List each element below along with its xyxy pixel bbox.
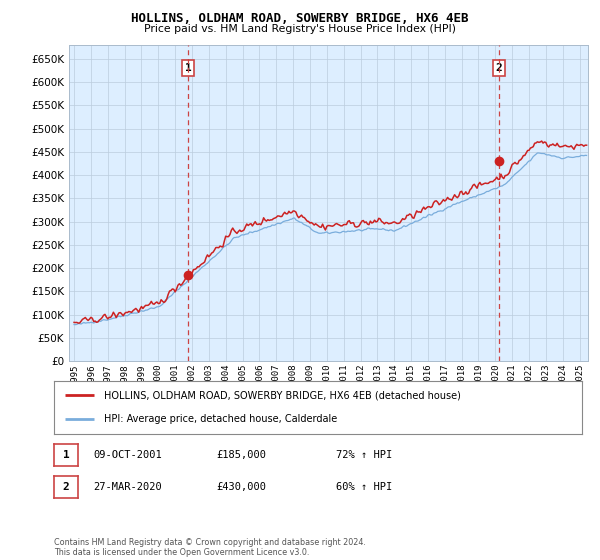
Text: 1: 1	[185, 63, 191, 73]
Text: HOLLINS, OLDHAM ROAD, SOWERBY BRIDGE, HX6 4EB: HOLLINS, OLDHAM ROAD, SOWERBY BRIDGE, HX…	[131, 12, 469, 25]
Text: Contains HM Land Registry data © Crown copyright and database right 2024.
This d: Contains HM Land Registry data © Crown c…	[54, 538, 366, 557]
Text: 60% ↑ HPI: 60% ↑ HPI	[336, 482, 392, 492]
Text: 1: 1	[62, 450, 70, 460]
Text: £185,000: £185,000	[216, 450, 266, 460]
Text: 2: 2	[62, 482, 70, 492]
Text: 2: 2	[496, 63, 503, 73]
Text: HOLLINS, OLDHAM ROAD, SOWERBY BRIDGE, HX6 4EB (detached house): HOLLINS, OLDHAM ROAD, SOWERBY BRIDGE, HX…	[104, 390, 461, 400]
Text: Price paid vs. HM Land Registry's House Price Index (HPI): Price paid vs. HM Land Registry's House …	[144, 24, 456, 34]
Text: £430,000: £430,000	[216, 482, 266, 492]
Text: HPI: Average price, detached house, Calderdale: HPI: Average price, detached house, Cald…	[104, 414, 337, 424]
Text: 27-MAR-2020: 27-MAR-2020	[93, 482, 162, 492]
Text: 72% ↑ HPI: 72% ↑ HPI	[336, 450, 392, 460]
Text: 09-OCT-2001: 09-OCT-2001	[93, 450, 162, 460]
